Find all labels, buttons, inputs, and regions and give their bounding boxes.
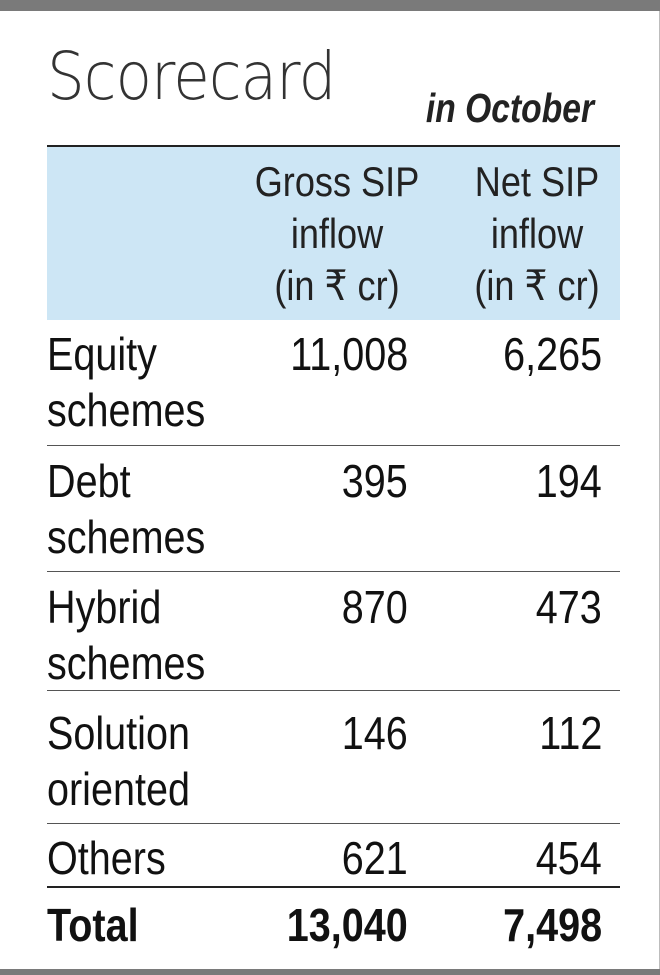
cell-net-others: 454 xyxy=(535,832,602,884)
row-label-line: schemes xyxy=(47,384,206,436)
cell-gross-hybrid: 870 xyxy=(341,581,408,633)
cell-net-total: 7,498 xyxy=(502,899,602,951)
cell-net-solution-oriented: 112 xyxy=(538,707,602,759)
bottom-frame-bar xyxy=(0,969,660,975)
row-label-line: oriented xyxy=(47,763,190,815)
cell-gross-equity: 11,008 xyxy=(289,328,408,380)
column-header-line: (in ₹ cr) xyxy=(474,262,600,309)
column-header-net-sip: Net SIP inflow (in ₹ cr) xyxy=(447,156,628,312)
row-label-line: Solution xyxy=(47,707,190,759)
cell-gross-others: 621 xyxy=(341,832,408,884)
row-divider xyxy=(47,823,620,824)
table-header-band xyxy=(47,145,620,320)
row-label-others: Others xyxy=(47,830,166,886)
row-label-debt: Debt schemes xyxy=(47,453,205,565)
row-label-line: Others xyxy=(47,832,166,884)
cell-gross-total: 13,040 xyxy=(286,899,408,951)
row-divider xyxy=(47,445,620,446)
column-header-line: inflow xyxy=(290,210,384,257)
cell-net-hybrid: 473 xyxy=(535,581,602,633)
row-label-total: Total xyxy=(47,899,139,951)
row-label-line: Equity xyxy=(47,328,157,380)
column-header-line: (in ₹ cr) xyxy=(274,262,400,309)
row-label-equity: Equity schemes xyxy=(47,326,205,438)
row-label-hybrid: Hybrid schemes xyxy=(47,579,205,691)
row-divider xyxy=(47,690,620,691)
chart-title: Scorecard xyxy=(47,38,336,115)
row-label-solution-oriented: Solution oriented xyxy=(47,705,190,817)
top-frame-bar xyxy=(0,0,660,11)
column-header-line: inflow xyxy=(490,210,584,257)
total-divider xyxy=(47,886,620,888)
cell-net-equity: 6,265 xyxy=(502,328,602,380)
column-header-line: Gross SIP xyxy=(254,158,420,205)
row-label-line: Debt xyxy=(47,455,131,507)
row-divider xyxy=(47,571,620,572)
row-label-line: schemes xyxy=(47,637,206,689)
cell-net-debt: 194 xyxy=(535,455,602,507)
column-header-gross-sip: Gross SIP inflow (in ₹ cr) xyxy=(247,156,428,312)
chart-subtitle: in October xyxy=(425,85,594,131)
row-label-line: Hybrid xyxy=(47,581,162,633)
row-label-line: schemes xyxy=(47,511,206,563)
column-header-line: Net SIP xyxy=(474,158,600,205)
cell-gross-solution-oriented: 146 xyxy=(341,707,408,759)
cell-gross-debt: 395 xyxy=(341,455,408,507)
